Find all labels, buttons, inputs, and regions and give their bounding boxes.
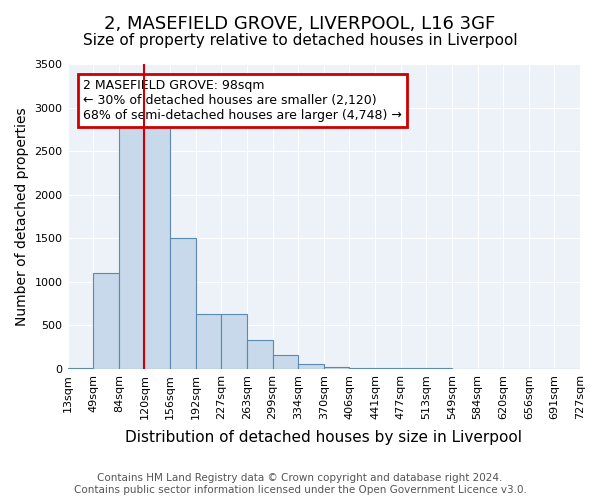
Bar [119,112,145,369]
Bar [93,273,119,369]
Text: 2, MASEFIELD GROVE, LIVERPOOL, L16 3GF: 2, MASEFIELD GROVE, LIVERPOOL, L16 3GF [104,15,496,33]
Text: 2 MASEFIELD GROVE: 98sqm
← 30% of detached houses are smaller (2,120)
68% of sem: 2 MASEFIELD GROVE: 98sqm ← 30% of detach… [83,79,402,122]
Bar [196,314,221,369]
Bar [375,368,401,369]
Y-axis label: Number of detached properties: Number of detached properties [15,107,29,326]
Text: Contains HM Land Registry data © Crown copyright and database right 2024.
Contai: Contains HM Land Registry data © Crown c… [74,474,526,495]
Bar [247,340,272,369]
Bar [401,368,426,369]
Text: Size of property relative to detached houses in Liverpool: Size of property relative to detached ho… [83,32,517,48]
Bar [221,314,247,369]
Bar [349,368,375,369]
Bar [145,112,170,369]
Bar [324,366,349,369]
Bar [170,238,196,369]
Bar [68,368,93,369]
Bar [298,364,324,369]
Bar [272,355,298,369]
X-axis label: Distribution of detached houses by size in Liverpool: Distribution of detached houses by size … [125,430,522,445]
